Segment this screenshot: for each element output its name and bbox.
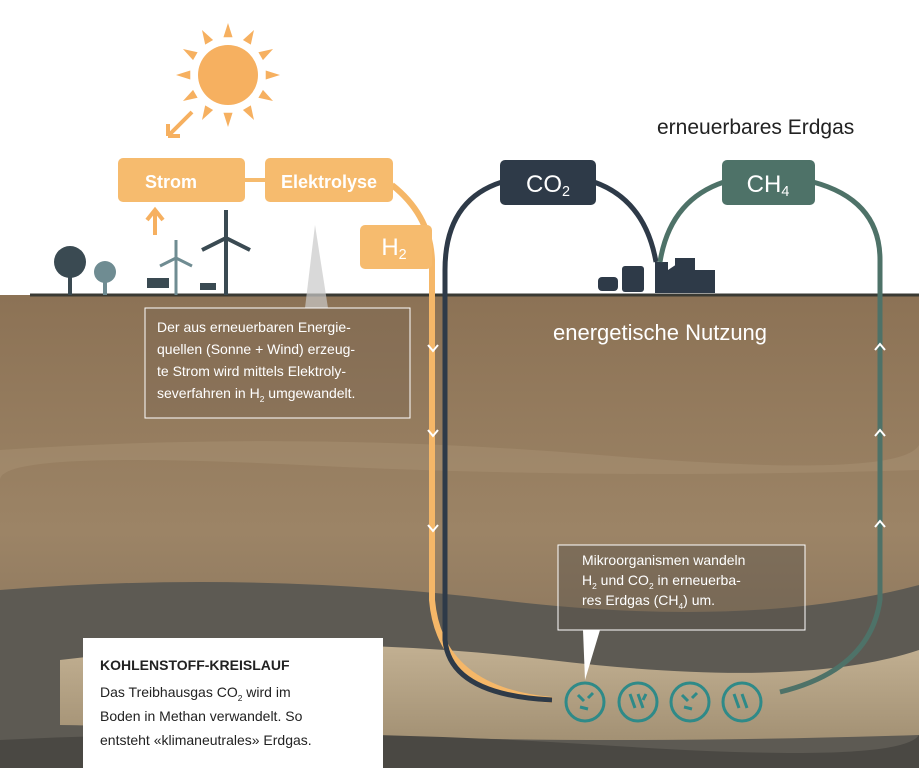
text-line: quellen (Sonne + Wind) erzeug- [157, 341, 355, 357]
text-line: te Strom wird mittels Elektroly- [157, 363, 346, 379]
sun-ray [183, 49, 198, 60]
co2-flow-return [594, 182, 656, 262]
diagram: Strom Elektrolyse H2 CO2 CH4 erneuerbare… [0, 0, 919, 768]
subscript: 4 [781, 184, 789, 200]
sun-ray [243, 105, 254, 120]
text-line: entsteht «klimaneutrales» Erdgas. [100, 732, 312, 748]
sun-ray [223, 23, 232, 37]
text-segment: Der aus erneuerbaren Energie- [157, 319, 351, 335]
strom-label: Strom [145, 172, 197, 192]
info-title: KOHLENSTOFF-KREISLAUF [100, 657, 290, 673]
ch4-flow [660, 182, 724, 262]
text-segment: te Strom wird mittels Elektroly- [157, 363, 346, 379]
text-segment: und CO [597, 572, 649, 588]
text-segment: entsteht «klimaneutrales» Erdgas. [100, 732, 312, 748]
text-segment: res Erdgas (CH [582, 592, 678, 608]
text-segment: ) um. [683, 592, 715, 608]
subscript: 2 [399, 247, 407, 263]
sun-ray [183, 90, 198, 101]
sun-ray [202, 30, 213, 45]
sun-ray [176, 70, 190, 79]
text-segment: quellen (Sonne + Wind) erzeug- [157, 341, 355, 357]
text-segment: umgewandelt. [264, 385, 355, 401]
sun-ray [202, 105, 213, 120]
text-segment: CO [526, 171, 562, 198]
sun [168, 23, 280, 136]
text-segment: Boden in Methan verwandelt. So [100, 708, 303, 724]
nutzung-label: energetische Nutzung [553, 320, 767, 345]
text-segment: CH [747, 171, 782, 198]
erdgas-label: erneuerbares Erdgas [657, 116, 854, 139]
sun-ray [266, 70, 280, 79]
text-segment: wird im [242, 684, 290, 700]
text-line: Mikroorganismen wandeln [582, 552, 745, 568]
text-line: Der aus erneuerbaren Energie- [157, 319, 351, 335]
text-segment: H [381, 234, 398, 261]
sun-ray [258, 49, 273, 60]
text-line: Boden in Methan verwandelt. So [100, 708, 303, 724]
text-segment: in erneuerba- [654, 572, 742, 588]
text-segment: H [582, 572, 592, 588]
subscript: 2 [562, 184, 570, 200]
text-segment: severfahren in H [157, 385, 260, 401]
text-segment: Mikroorganismen wandeln [582, 552, 745, 568]
callout-pointer [305, 225, 328, 308]
sun-ray [243, 30, 254, 45]
page: Strom Elektrolyse H2 CO2 CH4 erneuerbare… [0, 0, 919, 768]
sun-ray [223, 113, 232, 127]
elektrolyse-label: Elektrolyse [281, 172, 377, 192]
text-segment: Das Treibhausgas CO [100, 684, 238, 700]
sun-ray [258, 90, 273, 101]
